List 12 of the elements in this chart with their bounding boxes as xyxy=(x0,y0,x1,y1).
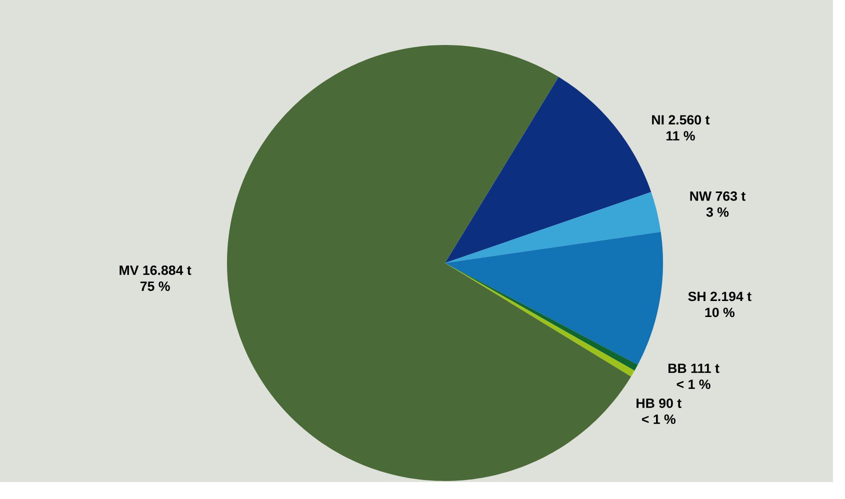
data-label: 3 % xyxy=(706,207,729,217)
slice-label: SH 2.194 t xyxy=(688,292,752,302)
data-label: 11 % xyxy=(666,131,695,141)
data-label: < 1 % xyxy=(676,380,710,389)
slice-label: BB 111 t xyxy=(668,364,720,374)
data-label: 75 % xyxy=(140,282,170,291)
slice-label: MV 16.884 t xyxy=(120,266,192,275)
slice-label: NW 763 t xyxy=(690,191,746,201)
data-label: < 1 % xyxy=(642,414,676,424)
slice-label: HB 90 t xyxy=(636,398,682,408)
data-label: 10 % xyxy=(705,308,735,318)
slice-label: NI 2.560 t xyxy=(652,115,710,125)
